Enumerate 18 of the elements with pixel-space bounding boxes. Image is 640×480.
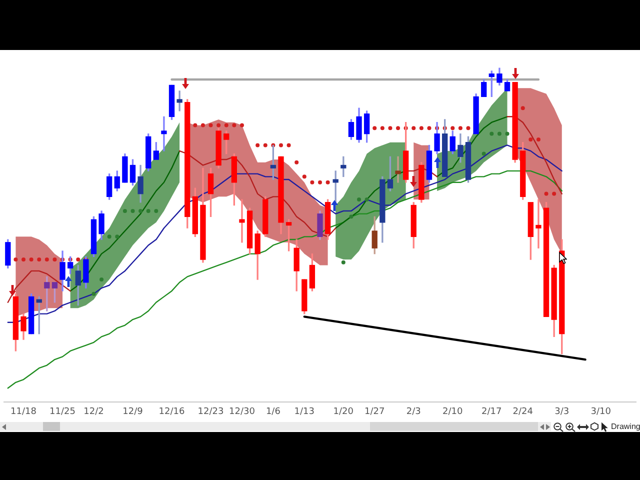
x-tick-label: 2/24: [512, 406, 534, 417]
text: Drawing: [611, 422, 640, 431]
x-tick-label: 12/30: [229, 406, 256, 417]
x-tick-label: 1/27: [364, 406, 385, 417]
x-tick-label: 11/25: [50, 406, 76, 417]
x-tick-label: 2/17: [482, 406, 502, 417]
x-tick-label: 3/10: [590, 406, 612, 417]
x-tick-label: 12/16: [158, 406, 185, 417]
x-tick-label: 12/9: [122, 406, 144, 417]
x-tick-label: 12/2: [84, 406, 104, 417]
x-tick-label: 3/3: [554, 406, 570, 417]
x-tick-label: 1/20: [333, 406, 354, 417]
x-tick-label: 1/6: [266, 406, 281, 417]
x-tick-label: 12/23: [198, 406, 224, 417]
x-tick-label: 1/13: [294, 406, 315, 417]
x-tick-label: 2/10: [442, 406, 464, 417]
x-tick-label: 2/3: [406, 406, 421, 417]
x-tick-label: 11/18: [10, 406, 37, 417]
